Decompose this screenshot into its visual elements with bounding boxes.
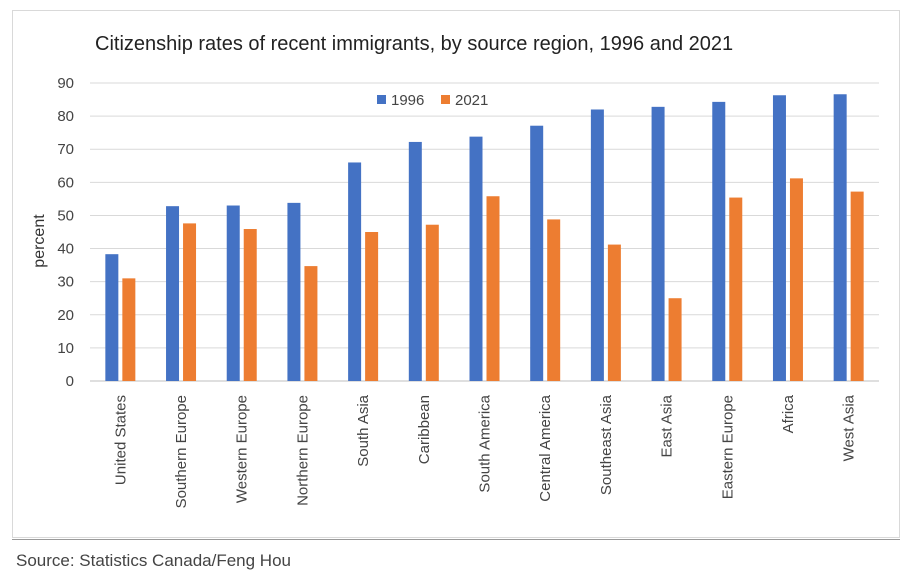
bar-2021-south-america [486, 196, 500, 381]
source-note: Source: Statistics Canada/Feng Hou [16, 551, 291, 570]
x-tick-label: Africa [780, 394, 797, 433]
bar-2021-africa [789, 178, 803, 381]
y-tick-label: 90 [57, 75, 74, 92]
y-tick-label: 30 [57, 274, 74, 291]
legend-swatch-2021 [441, 95, 450, 104]
bar-1996-southeast-asia [590, 109, 604, 381]
chart-title: Citizenship rates of recent immigrants, … [95, 33, 733, 55]
x-tick-label: Central America [537, 394, 554, 501]
bar-1996-south-asia [348, 162, 362, 381]
x-tick-label: United States [112, 395, 129, 485]
x-tick-label: South America [477, 394, 494, 492]
y-tick-label: 70 [57, 141, 74, 158]
x-tick-label: Southeast Asia [598, 394, 615, 495]
x-axis-ticks: United States Southern Europe Western Euro… [112, 394, 857, 508]
bar-2021-southern-europe [183, 223, 197, 381]
x-tick-label: Eastern Europe [719, 395, 736, 499]
bar-2021-east-asia [668, 298, 682, 381]
legend-label-1996: 1996 [391, 92, 424, 109]
legend: 1996 2021 [377, 92, 488, 109]
bar-1996-eastern-europe [712, 101, 726, 381]
x-tick-label: Southern Europe [173, 395, 190, 508]
x-tick-label: Northern Europe [294, 395, 311, 506]
bar-2021-western-europe [243, 229, 257, 381]
bar-1996-east-asia [651, 106, 665, 381]
legend-swatch-1996 [377, 95, 386, 104]
y-axis-label: percent [31, 214, 48, 268]
bar-1996-southern-europe [166, 206, 180, 381]
y-tick-label: 50 [57, 207, 74, 224]
y-tick-label: 60 [57, 174, 74, 191]
gridlines [90, 82, 879, 382]
x-tick-label: Western Europe [234, 395, 251, 503]
x-tick-label: South Asia [355, 394, 372, 466]
bar-2021-west-asia [850, 191, 864, 381]
bar-2021-northern-europe [304, 266, 318, 381]
bars [105, 94, 864, 382]
y-tick-label: 80 [57, 108, 74, 125]
x-tick-label: Caribbean [416, 395, 433, 464]
x-tick-label: East Asia [659, 394, 676, 457]
bar-2021-caribbean [425, 224, 439, 381]
divider [12, 539, 900, 540]
x-tick-label: West Asia [841, 394, 858, 461]
bar-2021-central-america [547, 219, 561, 381]
y-tick-label: 10 [57, 340, 74, 357]
y-tick-label: 40 [57, 241, 74, 258]
y-tick-label: 20 [57, 307, 74, 324]
bar-1996-central-america [530, 125, 544, 381]
bar-2021-united-states [122, 278, 136, 381]
bar-1996-africa [772, 95, 786, 382]
bar-1996-united-states [105, 254, 119, 381]
bar-1996-northern-europe [287, 202, 301, 381]
bar-2021-south-asia [365, 232, 379, 381]
bar-1996-caribbean [408, 141, 422, 381]
bar-2021-eastern-europe [729, 197, 743, 381]
chart-frame: Citizenship rates of recent immigrants, … [12, 10, 900, 538]
bar-2021-southeast-asia [607, 244, 621, 381]
bar-1996-south-america [469, 136, 483, 381]
bar-1996-western-europe [226, 205, 240, 381]
legend-label-2021: 2021 [455, 92, 488, 109]
y-axis-ticks: 0 10 20 30 40 50 60 70 80 90 [57, 75, 74, 390]
bar-1996-west-asia [833, 94, 847, 381]
bar-chart: Citizenship rates of recent immigrants, … [31, 33, 879, 508]
y-tick-label: 0 [66, 373, 74, 390]
